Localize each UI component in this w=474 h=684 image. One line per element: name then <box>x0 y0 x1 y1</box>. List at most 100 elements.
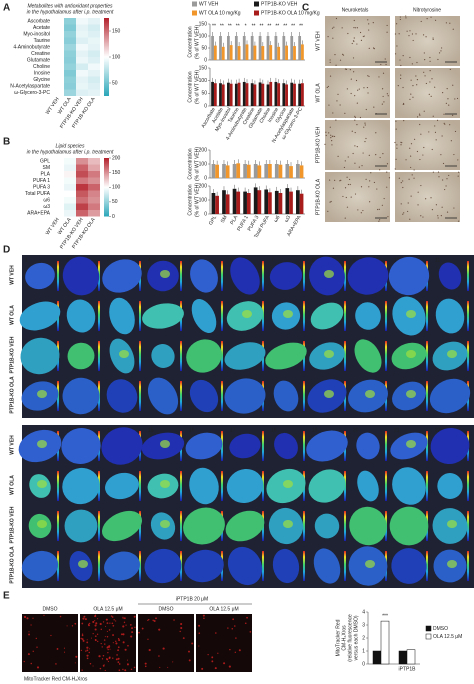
mito-signal <box>83 615 86 618</box>
intensity-scale <box>344 551 346 581</box>
cell-stain <box>396 147 398 149</box>
cell-stain <box>380 63 382 66</box>
cell-stain <box>437 171 440 173</box>
cell-stain <box>360 186 363 188</box>
mito-signal <box>144 662 147 665</box>
cell-stain <box>333 135 336 138</box>
mito-signal <box>108 657 111 660</box>
mito-signal <box>111 622 114 625</box>
legend-label: DMSO <box>433 626 448 632</box>
mito-signal <box>109 622 111 624</box>
cell-stain <box>327 36 329 38</box>
bar <box>211 164 216 178</box>
cell-stain <box>454 98 456 100</box>
cell-stain <box>329 61 331 63</box>
mito-signal <box>117 657 120 660</box>
heatmap-cell <box>52 210 64 217</box>
mito-signal <box>97 640 99 643</box>
cell-stain <box>420 133 422 135</box>
slice-number: 22 <box>435 427 441 433</box>
heatmap-cell <box>88 76 100 83</box>
bar <box>237 46 241 60</box>
mito-signal <box>115 658 118 661</box>
slice-number: 18 <box>271 427 277 433</box>
cell-stain <box>348 178 351 181</box>
bar <box>253 45 257 60</box>
mito-signal <box>30 624 32 626</box>
intensity-scale <box>262 301 264 331</box>
cell-stain <box>335 64 337 66</box>
mito-signal <box>102 654 105 657</box>
bar <box>406 649 416 665</box>
bar <box>285 164 290 178</box>
mito-signal <box>94 635 97 637</box>
bar <box>258 36 262 60</box>
bar <box>277 46 281 60</box>
mito-signal <box>101 658 104 660</box>
intensity-scale <box>385 471 387 501</box>
mito-signal <box>162 647 165 650</box>
cell-stain <box>424 59 426 61</box>
hotspot <box>365 560 375 568</box>
slice-number: 1 <box>25 257 28 263</box>
significance: ** <box>212 23 216 29</box>
cell-stain <box>386 171 388 173</box>
brain-slice <box>142 303 184 329</box>
cell-stain <box>388 177 391 179</box>
mito-signal <box>94 624 97 627</box>
heatmap-cell <box>52 63 64 70</box>
intensity-scale <box>98 301 100 331</box>
legend-swatch <box>425 633 432 640</box>
cell-stain <box>351 42 353 45</box>
cell-stain <box>337 93 339 95</box>
y-tick-label: 100 <box>199 161 208 167</box>
intensity-scale <box>221 261 223 291</box>
mito-signal <box>126 659 128 661</box>
cell-stain <box>339 59 342 61</box>
cell-stain <box>327 85 329 88</box>
intensity-scale <box>426 301 428 331</box>
cell-stain <box>365 137 367 140</box>
y-axis-label: Concentration <box>187 148 193 179</box>
hotspot <box>365 390 375 398</box>
heatmap-row-label: ω-Glycero-3-PC <box>14 90 50 96</box>
heatmap-cell <box>64 210 76 217</box>
cell-stain <box>399 18 401 21</box>
cell-stain <box>420 184 422 187</box>
legend-label: WT OLA 10 mg/Kg <box>199 10 241 16</box>
bar <box>232 188 237 214</box>
mito-signal <box>82 617 85 620</box>
cell-stain <box>329 75 332 77</box>
mito-signal <box>36 646 38 648</box>
mito-signal <box>100 642 102 645</box>
cell-stain <box>402 55 404 57</box>
significance: *** <box>382 613 388 619</box>
brain-slice <box>101 427 143 465</box>
heatmap-row-label: Creatine <box>31 51 50 57</box>
cell-stain <box>400 74 402 76</box>
heatmap-cell <box>88 203 100 210</box>
brain-slice <box>392 467 426 505</box>
cell-stain <box>416 84 418 86</box>
slice-number: 15 <box>148 427 154 433</box>
cell-stain <box>359 116 362 119</box>
mito-signal <box>159 666 161 669</box>
colorbar-tick-label: 100 <box>112 185 121 191</box>
heatmap-cell <box>52 171 64 178</box>
bar <box>236 191 241 214</box>
cell-stain <box>329 126 331 128</box>
legend-label: PTP1B-KO VEH <box>261 1 298 7</box>
heatmap-cell <box>64 70 76 77</box>
mito-signal <box>101 646 103 648</box>
brain-slice <box>430 427 470 465</box>
mito-signal <box>81 622 84 625</box>
hotspot <box>283 480 293 488</box>
intensity-scale <box>139 341 141 371</box>
bar <box>299 165 304 178</box>
intensity-scale <box>426 431 428 461</box>
slice-number: 8 <box>312 257 315 263</box>
cell-stain <box>412 96 414 98</box>
brain-slice <box>185 432 223 460</box>
mito-signal <box>117 649 119 652</box>
heatmap-cell <box>88 83 100 90</box>
